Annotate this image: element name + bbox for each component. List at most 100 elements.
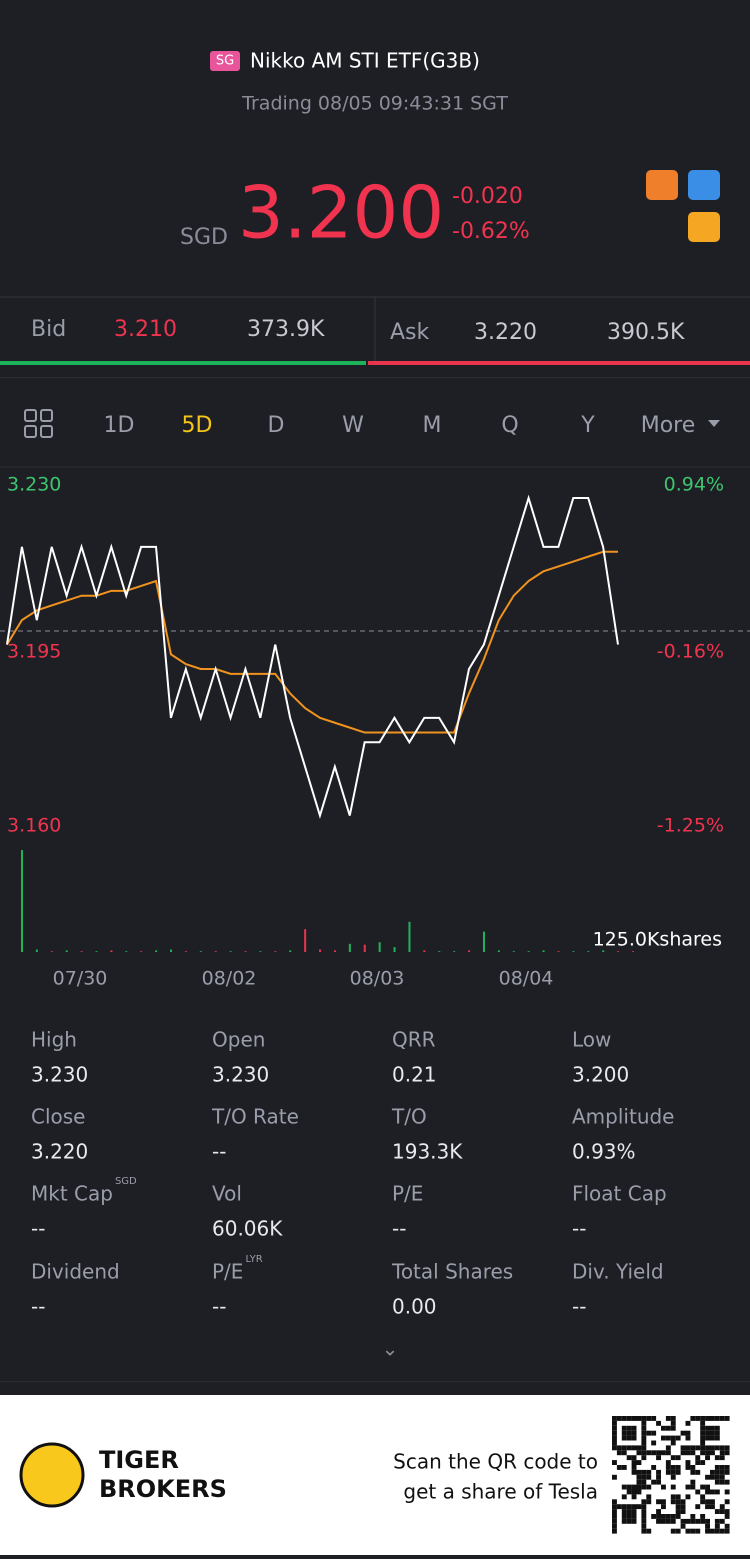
qr-cell: [719, 1465, 725, 1470]
stat-label: Float Cap: [572, 1182, 667, 1206]
volume-bar: [557, 951, 560, 952]
qr-cell: [719, 1504, 725, 1510]
icon[interactable]: [646, 170, 678, 200]
qr-cell: [685, 1435, 691, 1441]
qr-cell: [700, 1494, 706, 1500]
bid-bar: [0, 361, 366, 365]
qr-cell: [641, 1445, 647, 1451]
qr-cell: [631, 1509, 637, 1514]
stat-label: Low: [572, 1028, 611, 1052]
security-name: Nikko AM STI ETF(G3B): [250, 49, 480, 73]
volume-bar: [542, 950, 545, 952]
qr-cell: [724, 1465, 730, 1470]
qr-cell: [641, 1450, 647, 1456]
volume-bar: [170, 949, 173, 952]
qr-cell: [641, 1425, 647, 1431]
icon[interactable]: [688, 170, 720, 200]
qr-cell: [621, 1450, 627, 1456]
qr-cell: [710, 1445, 715, 1451]
volume-bar: [304, 929, 307, 952]
qr-cell: [670, 1440, 676, 1446]
tab[interactable]: M: [423, 413, 442, 438]
qr-cell: [710, 1528, 715, 1534]
qr-cell: [665, 1465, 671, 1470]
qr-cell: [700, 1440, 706, 1446]
qr-cell: [724, 1514, 730, 1519]
volume-bar: [155, 950, 158, 952]
qr-cell: [700, 1514, 706, 1519]
qr-cell: [705, 1523, 710, 1529]
qr-cell: [612, 1420, 617, 1426]
qr-cell: [714, 1469, 720, 1475]
qr-cell: [670, 1499, 676, 1505]
y-label: 3.230: [7, 474, 61, 496]
stat-value: --: [212, 1295, 226, 1319]
qr-cell: [641, 1455, 647, 1461]
brand: TIGER: [99, 1446, 179, 1474]
stat-label: P/E: [392, 1182, 423, 1206]
qr-cell: [705, 1450, 710, 1456]
qr-cell: [656, 1469, 661, 1475]
tab[interactable]: More: [641, 413, 696, 438]
ask-size: 390.5K: [607, 320, 685, 345]
volume-bar: [632, 951, 634, 952]
tab[interactable]: D: [268, 413, 285, 438]
qr-cell: [641, 1474, 647, 1480]
icon[interactable]: [688, 212, 720, 242]
stat-label: Open: [212, 1028, 265, 1052]
qr-cell: [612, 1499, 617, 1505]
qr-cell: [695, 1489, 701, 1495]
volume-bar: [378, 942, 381, 952]
layout-icon[interactable]: [24, 409, 53, 438]
qr-cell: [641, 1523, 647, 1529]
qr-cell: [705, 1489, 710, 1495]
qr-cell: [700, 1425, 706, 1431]
qr-cell: [646, 1484, 652, 1490]
qr-cell: [719, 1479, 725, 1485]
qr-cell: [675, 1509, 681, 1514]
stat-value: 3.220: [31, 1140, 88, 1164]
stat-sup: SGD: [115, 1176, 137, 1187]
qr-cell: [719, 1509, 725, 1514]
qr-cell: [695, 1455, 701, 1461]
ask-bar: [368, 361, 750, 365]
qr-cell: [719, 1474, 725, 1480]
qr-cell: [616, 1450, 622, 1456]
qr-cell: [656, 1474, 661, 1480]
tab[interactable]: Q: [501, 413, 518, 438]
qr-cell: [695, 1504, 701, 1510]
qr-cell: [626, 1509, 632, 1514]
qr-cell: [661, 1435, 666, 1441]
qr-cell: [626, 1455, 632, 1461]
qr-cell: [621, 1514, 627, 1519]
qr-cell: [685, 1484, 691, 1490]
qr-cell: [695, 1445, 701, 1451]
qr-cell: [646, 1450, 652, 1456]
qr-cell: [656, 1450, 661, 1456]
tab[interactable]: 1D: [104, 413, 135, 438]
qr-cell: [690, 1465, 696, 1470]
qr-cell: [661, 1484, 666, 1490]
qr-cell: [675, 1499, 681, 1505]
qr-cell: [612, 1528, 617, 1534]
qr-cell: [680, 1445, 686, 1451]
qr-cell: [724, 1489, 730, 1495]
volume-bar: [274, 951, 277, 952]
qr-cell: [612, 1523, 617, 1529]
qr-cell: [670, 1455, 676, 1461]
qr-cell: [641, 1514, 647, 1519]
stat-value: 3.230: [212, 1063, 269, 1087]
currency: SGD: [180, 225, 228, 250]
tab[interactable]: Y: [580, 413, 595, 438]
expand[interactable]: ⌄: [382, 1337, 399, 1361]
tab[interactable]: W: [342, 413, 364, 438]
volume-bar: [244, 951, 247, 952]
qr-cell: [714, 1509, 720, 1514]
qr-cell: [612, 1440, 617, 1446]
qr-cell: [641, 1430, 647, 1436]
qr-cell: [724, 1450, 730, 1456]
tab[interactable]: 5D: [182, 413, 213, 438]
qr-cell: [670, 1494, 676, 1500]
